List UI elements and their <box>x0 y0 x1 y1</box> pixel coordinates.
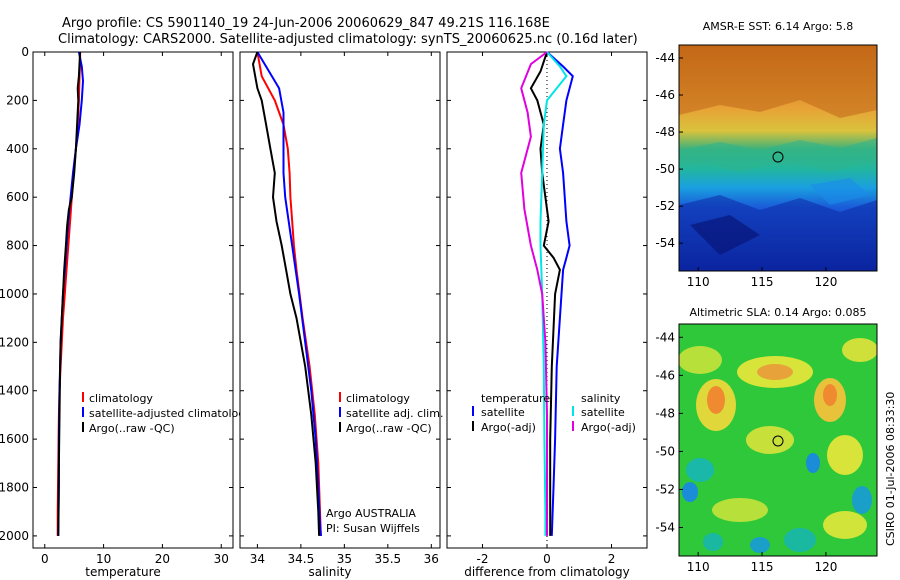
series-line-temperature-argo-adj- <box>529 51 561 536</box>
x-tick-label: 35.5 <box>374 552 401 566</box>
x-tick-label: 30 <box>214 552 229 566</box>
map-y-tick-label: -54 <box>655 520 675 534</box>
x-axis-label: salinity <box>308 565 351 579</box>
y-tick-label: 1600 <box>0 432 29 446</box>
series-line-argo-raw-qc- <box>57 51 82 536</box>
map-x-tick-label: 120 <box>814 275 837 289</box>
legend-label: Argo(-adj) <box>581 421 636 434</box>
legend-label: satellite adj. clim. <box>346 407 443 420</box>
series-line-salinity-argo-adj- <box>520 51 548 536</box>
map-x-tick-label: 115 <box>751 560 774 574</box>
legend-label: satellite-adjusted climatology <box>89 407 252 420</box>
legend-label: Argo(-adj) <box>481 421 536 434</box>
legend-label: Argo(..raw -QC) <box>89 422 175 435</box>
salinity-panel: 34 34.5 35 35.5 36 salinity climatology satelli… <box>239 51 443 579</box>
map-y-tick-label: -46 <box>655 368 675 382</box>
map-y-tick-label: -50 <box>655 162 675 176</box>
x-tick-label: 20 <box>155 552 170 566</box>
y-tick-label: 2000 <box>0 529 29 543</box>
x-tick-label: 36 <box>424 552 439 566</box>
x-tick-label: -2 <box>476 552 488 566</box>
y-tick-label: 1200 <box>0 335 29 349</box>
y-tick-label: 600 <box>6 190 29 204</box>
x-tick-label: 0 <box>41 552 49 566</box>
y-tick-label: 1400 <box>0 384 29 398</box>
legend-label: satellite <box>481 406 525 419</box>
legend-label: Argo(..raw -QC) <box>346 422 432 435</box>
data-source-note: Argo AUSTRALIA <box>326 507 416 520</box>
x-tick-label: 35 <box>337 552 352 566</box>
y-tick-label: 200 <box>6 93 29 107</box>
x-tick-label: 0 <box>543 552 551 566</box>
data-source-note: PI: Susan Wijffels <box>326 522 420 535</box>
plot-frame <box>32 51 234 549</box>
x-axis-label: difference from climatology <box>464 565 630 579</box>
x-axis-label: temperature <box>85 565 160 579</box>
map-y-tick-label: -44 <box>655 330 675 344</box>
legend-label: climatology <box>89 392 153 405</box>
legend-group-title: temperature <box>481 392 550 405</box>
sst-float-marker <box>772 151 784 163</box>
figure-title-line2: Climatology: CARS2000. Satellite-adjuste… <box>58 32 638 47</box>
map-y-tick-label: -50 <box>655 444 675 458</box>
map-y-tick-label: -46 <box>655 88 675 102</box>
series-line-salinity-satellite <box>539 51 568 536</box>
map-x-tick-label: 110 <box>687 275 710 289</box>
sla-float-marker <box>772 435 784 447</box>
map-y-tick-label: -52 <box>655 199 675 213</box>
legend-label: satellite <box>581 406 625 419</box>
map-x-tick-label: 115 <box>751 275 774 289</box>
figure-title-line1: Argo profile: CS 5901140_19 24-Jun-2006 … <box>62 16 550 31</box>
map-x-tick-label: 110 <box>687 560 710 574</box>
series-line-satellite-adj-clim- <box>256 51 322 536</box>
map-y-tick-label: -44 <box>655 51 675 65</box>
y-tick-label: 800 <box>6 239 29 253</box>
series-line-argo-raw-qc- <box>251 51 321 536</box>
y-tick-label: 400 <box>6 142 29 156</box>
temperature-panel: 0 10 20 30 0 200 400 600 800 1000 1200 1400 1600 1800… <box>0 45 252 579</box>
y-tick-label: 1800 <box>0 481 29 495</box>
y-tick-label: 0 <box>21 45 29 59</box>
legend-group-title: salinity <box>581 392 621 405</box>
map-y-tick-label: -48 <box>655 406 675 420</box>
legend-label: climatology <box>346 392 410 405</box>
x-tick-label: 34 <box>250 552 265 566</box>
map-y-tick-label: -48 <box>655 125 675 139</box>
map-y-tick-label: -54 <box>655 236 675 250</box>
x-tick-label: 10 <box>96 552 111 566</box>
x-tick-label: 34.5 <box>288 552 315 566</box>
series-line-temperature-satellite <box>546 51 574 536</box>
side-note: CSIRO 01-Jul-2006 08:33:30 <box>884 392 897 546</box>
map-x-tick-label: 120 <box>814 560 837 574</box>
sst-map-title: AMSR-E SST: 6.14 Argo: 5.8 <box>703 20 854 33</box>
y-tick-label: 1000 <box>0 287 29 301</box>
plot-frame <box>239 51 441 549</box>
sla-map: Altimetric SLA: 0.14 Argo: 0.085 110 <box>655 306 878 574</box>
sla-map-title: Altimetric SLA: 0.14 Argo: 0.085 <box>689 306 866 319</box>
x-tick-label: 2 <box>608 552 616 566</box>
map-y-tick-label: -52 <box>655 482 675 496</box>
sst-map: AMSR-E SST: 6.14 Argo: 5.8 110 115 120 -44 -… <box>655 20 878 289</box>
